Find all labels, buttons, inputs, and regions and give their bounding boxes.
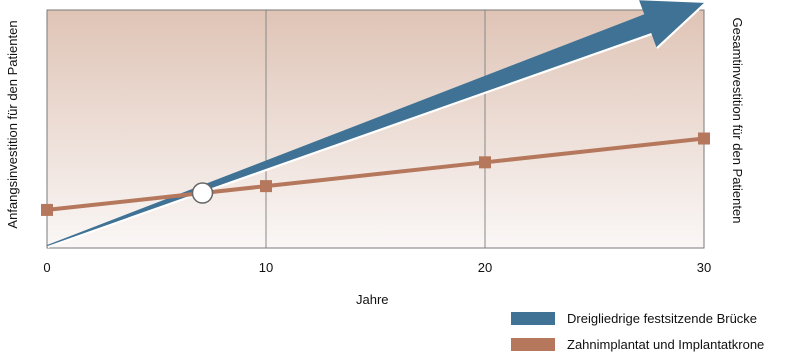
x-tick-label: 30 xyxy=(696,260,712,275)
legend-swatch-bridge xyxy=(511,311,555,325)
implant-marker xyxy=(479,156,491,169)
plot-border xyxy=(46,9,705,249)
x-tick-label: 10 xyxy=(258,260,274,275)
implant-marker xyxy=(260,180,272,193)
implant-line xyxy=(46,136,705,212)
x-axis-label: Jahre xyxy=(356,292,389,307)
x-tick-label: 20 xyxy=(477,260,493,275)
left-axis-label: Anfangsinvestition für den Patienten xyxy=(5,20,20,229)
implant-marker xyxy=(41,203,53,216)
legend-label-implant: Zahnimplantat und Implantatkrone xyxy=(567,336,765,352)
legend-label-bridge: Dreigliedrige festsitzende Brücke xyxy=(567,310,758,326)
legend-swatch-implant xyxy=(511,337,555,351)
chart xyxy=(41,0,710,249)
x-tick-label: 0 xyxy=(43,260,51,275)
crossover-marker xyxy=(191,182,214,204)
right-axis-label: Gesamtinvestition für den Patienten xyxy=(730,17,745,224)
legend-item-implant: Zahnimplantat und Implantatkrone xyxy=(511,331,764,357)
bridge-arrow xyxy=(46,0,704,247)
legend: Dreigliedrige festsitzende Brücke Zahnim… xyxy=(511,305,764,357)
legend-item-bridge: Dreigliedrige festsitzende Brücke xyxy=(511,305,764,331)
implant-marker xyxy=(698,132,710,145)
